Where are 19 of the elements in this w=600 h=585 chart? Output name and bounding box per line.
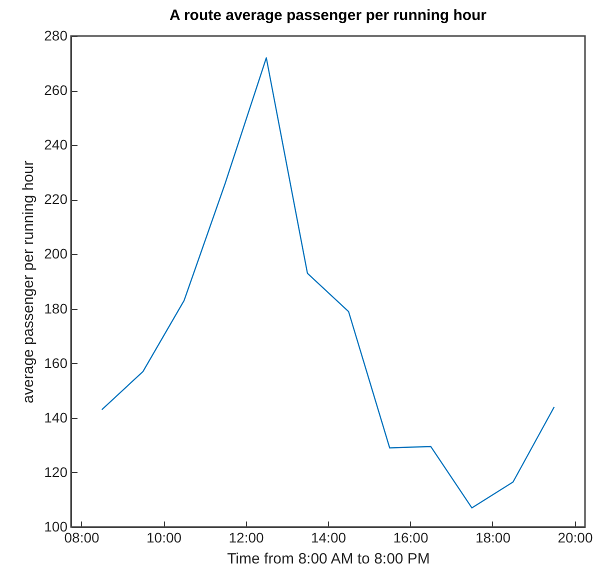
x-tick-label: 14:00 [310,530,346,546]
x-tick-label: 20:00 [558,530,593,546]
x-axis-title: Time from 8:00 AM to 8:00 PM [227,550,430,568]
y-tick-label: 160 [44,354,68,371]
chart-title: A route average passenger per running hour [169,7,487,24]
y-tick-label: 220 [44,191,68,208]
y-tick-label: 180 [44,300,68,316]
x-tick-label: 18:00 [475,530,511,546]
y-tick-label: 260 [44,82,68,98]
y-tick-label: 200 [44,246,68,262]
line-series [101,57,555,509]
x-tick-label: 12:00 [228,530,264,546]
y-tick-label: 120 [44,464,68,480]
y-tick-label: 140 [44,409,68,426]
y-tick-label: 280 [44,28,68,44]
y-tick-label: 240 [44,136,68,153]
x-tick-label: 10:00 [146,530,182,546]
x-tick-label: 16:00 [393,530,428,546]
y-axis-title: average passenger per running hour [20,160,38,404]
